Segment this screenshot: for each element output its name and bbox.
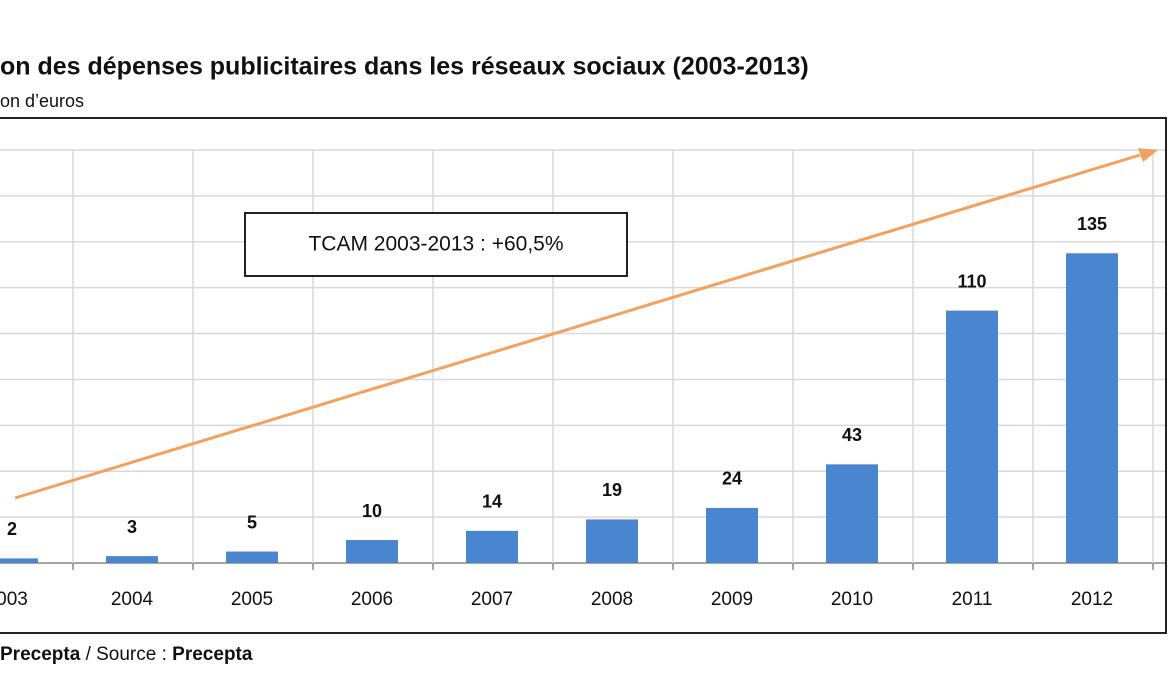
annotation-box: [244, 212, 628, 277]
bar: [946, 310, 998, 563]
x-tick-label: 2004: [111, 589, 154, 610]
trend-arrow: [14, 153, 1141, 500]
grid: [0, 149, 1165, 570]
value-label: 19: [602, 480, 622, 500]
source: Precepta / Source : Precepta: [0, 644, 253, 665]
trend-arrow-head: [1138, 148, 1158, 162]
x-tick-label: 2010: [831, 589, 873, 610]
plot-frame: [0, 117, 1167, 634]
source-name: Precepta: [172, 644, 253, 665]
x-tick-label: 003: [0, 589, 28, 610]
bar: [706, 507, 758, 563]
value-label: 3: [127, 517, 137, 537]
value-label: 43: [842, 425, 862, 445]
source-label: / Source :: [86, 644, 167, 665]
bar: [466, 530, 518, 563]
x-tick-label: 2011: [952, 589, 993, 610]
value-label: 135: [1077, 214, 1107, 234]
bar: [346, 540, 398, 563]
x-tick-label: 2007: [471, 589, 513, 610]
source-author: Precepta: [0, 644, 81, 665]
bar: [0, 558, 38, 563]
bar: [106, 556, 158, 563]
x-tick-label: 2005: [231, 589, 273, 610]
chart-subtitle: on d’euros: [0, 91, 84, 111]
annotation: TCAM 2003-2013 : +60,5%: [308, 233, 563, 256]
bar: [226, 551, 278, 563]
x-tick-label: 2012: [1071, 589, 1113, 610]
bar: [1066, 253, 1118, 563]
value-label: 2: [7, 519, 17, 539]
value-label: 110: [957, 271, 986, 291]
bar: [826, 464, 878, 563]
bar: [586, 519, 638, 563]
x-tick-label: 2009: [711, 589, 753, 610]
x-tick-label: 2006: [351, 589, 393, 610]
value-label: 5: [247, 512, 257, 532]
value-label: 14: [482, 492, 502, 512]
value-label: 24: [722, 469, 742, 489]
chart-title: on des dépenses publicitaires dans les r…: [0, 53, 809, 81]
bars: 003 2 2004 3 2005 5 2006 10 2007 14 2008 19 2009 24 20…: [0, 214, 1118, 610]
x-tick-label: 2008: [591, 589, 633, 610]
value-label: 10: [362, 501, 382, 521]
